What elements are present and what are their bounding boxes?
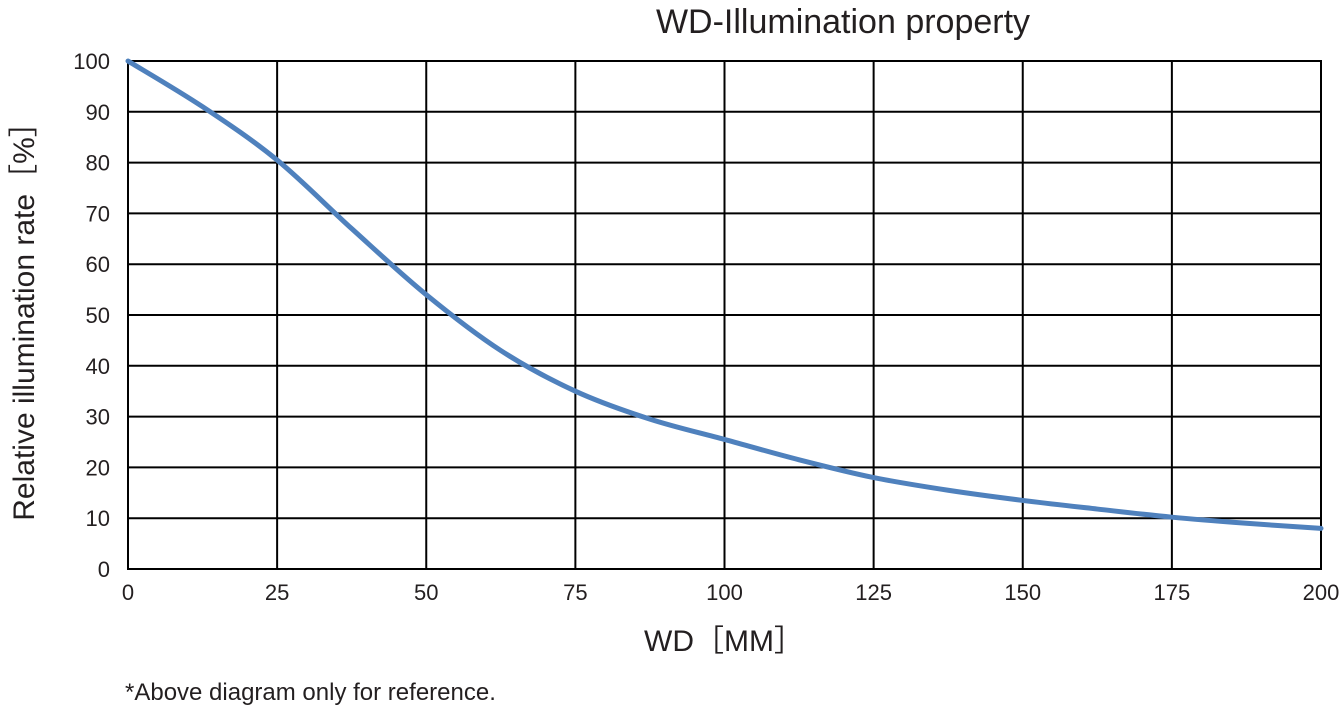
y-tick-label: 40 xyxy=(86,354,110,379)
chart-title: WD-Illumination property xyxy=(656,3,1030,41)
x-tick-label: 50 xyxy=(414,580,438,605)
x-tick-label: 200 xyxy=(1303,580,1340,605)
x-tick-label: 150 xyxy=(1004,580,1041,605)
y-tick-label: 60 xyxy=(86,252,110,277)
grid xyxy=(127,60,1322,570)
x-tick-label: 75 xyxy=(563,580,587,605)
y-tick-label: 80 xyxy=(86,151,110,176)
x-tick-label: 25 xyxy=(265,580,289,605)
x-tick-label: 100 xyxy=(706,580,743,605)
x-tick-label: 125 xyxy=(855,580,892,605)
series-line xyxy=(125,58,1324,531)
x-tick-label: 175 xyxy=(1154,580,1191,605)
y-tick-label: 30 xyxy=(86,405,110,430)
y-axis-ticks: 0 10 20 30 40 50 60 70 80 90 100 xyxy=(73,49,110,582)
x-axis-label: WD［MM］ xyxy=(644,625,804,658)
y-tick-label: 0 xyxy=(98,557,110,582)
x-tick-label: 0 xyxy=(122,580,134,605)
y-tick-label: 90 xyxy=(86,100,110,125)
plot-frame xyxy=(127,60,1322,570)
x-axis-ticks: 0 25 50 75 100 125 150 175 200 xyxy=(122,580,1339,605)
y-tick-label: 100 xyxy=(73,49,110,74)
series-layer xyxy=(125,58,1324,531)
footnote: *Above diagram only for reference. xyxy=(125,679,496,706)
y-tick-label: 10 xyxy=(86,506,110,531)
y-tick-label: 20 xyxy=(86,455,110,480)
y-tick-label: 70 xyxy=(86,201,110,226)
y-tick-label: 50 xyxy=(86,303,110,328)
y-axis-label: Relative illumination rate［%］ xyxy=(8,107,41,521)
